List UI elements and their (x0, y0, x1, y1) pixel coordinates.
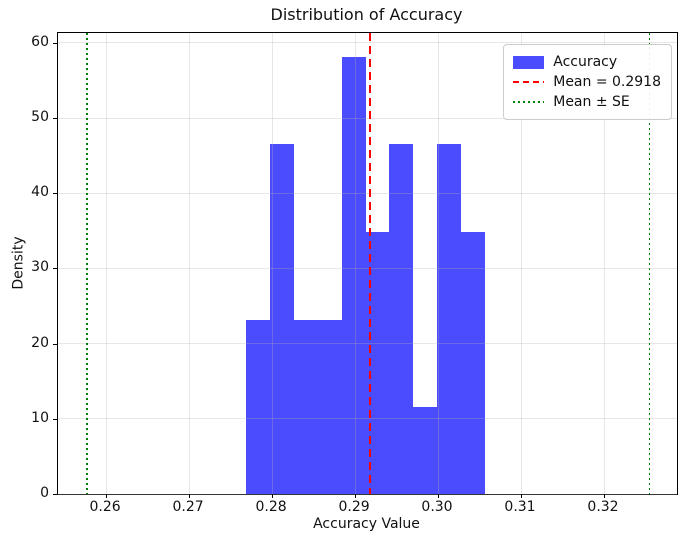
x-tick-mark (189, 494, 191, 498)
y-tick-label: 50 (31, 109, 49, 125)
gridline-horizontal (58, 192, 677, 194)
histogram-bar (341, 57, 366, 494)
x-tick-label: 0.31 (504, 499, 536, 515)
histogram-bar (389, 144, 414, 494)
histogram-bar (461, 231, 486, 494)
histogram-bar (269, 144, 294, 494)
legend: Accuracy Mean = 0.2918 Mean ± SE (503, 44, 672, 120)
legend-dashed-line-swatch (513, 81, 545, 83)
y-tick-mark (53, 193, 57, 195)
y-tick-label: 60 (31, 33, 49, 50)
y-tick-mark (53, 118, 57, 119)
y-tick-label: 20 (31, 334, 49, 351)
legend-dotted-line-swatch (513, 101, 545, 103)
plot-area: Accuracy Mean = 0.2918 Mean ± SE (53, 32, 678, 498)
y-tick-mark (53, 418, 57, 420)
x-tick-label: 0.32 (587, 499, 619, 515)
legend-label: Mean ± SE (553, 94, 630, 110)
legend-item-accuracy: Accuracy (513, 52, 661, 72)
x-tick-label: 0.27 (172, 499, 204, 515)
x-tick-mark (272, 494, 274, 498)
x-axis-label: Accuracy Value (313, 516, 420, 532)
x-tick-mark (604, 494, 605, 498)
gridline-vertical (105, 33, 107, 494)
y-tick-label: 0 (40, 485, 49, 501)
histogram-bar (245, 319, 270, 494)
x-tick-label: 0.29 (338, 499, 370, 515)
histogram-bar (365, 231, 389, 494)
histogram-bar (317, 319, 342, 494)
chart-title: Distribution of Accuracy (270, 5, 463, 24)
legend-item-mean: Mean = 0.2918 (513, 72, 661, 92)
y-tick-mark (53, 268, 57, 270)
x-tick-label: 0.30 (421, 499, 453, 515)
y-tick-mark (53, 42, 57, 44)
x-tick-mark (106, 494, 108, 498)
histogram-bar (413, 406, 438, 494)
y-tick-label: 10 (31, 409, 49, 426)
y-tick-label: 30 (31, 259, 49, 276)
mean-dashed-line-icon (513, 81, 545, 83)
accuracy-patch-icon (513, 55, 545, 69)
legend-patch-swatch (513, 55, 545, 69)
histogram-bar (437, 144, 462, 494)
x-tick-mark (438, 494, 439, 498)
x-tick-mark (521, 494, 522, 498)
y-tick-label: 40 (31, 184, 49, 201)
legend-label: Mean = 0.2918 (553, 74, 661, 90)
x-tick-label: 0.26 (89, 499, 121, 515)
x-tick-mark (355, 494, 357, 498)
x-tick-label: 0.28 (255, 499, 287, 515)
se-dotted-line-icon (513, 101, 545, 103)
gridline-vertical (188, 33, 190, 494)
legend-label: Accuracy (553, 54, 618, 70)
y-tick-mark (53, 494, 57, 495)
legend-item-se: Mean ± SE (513, 92, 661, 112)
histogram-bar (293, 319, 318, 494)
mean-minus-se-line (86, 33, 88, 494)
y-tick-mark (53, 343, 57, 345)
